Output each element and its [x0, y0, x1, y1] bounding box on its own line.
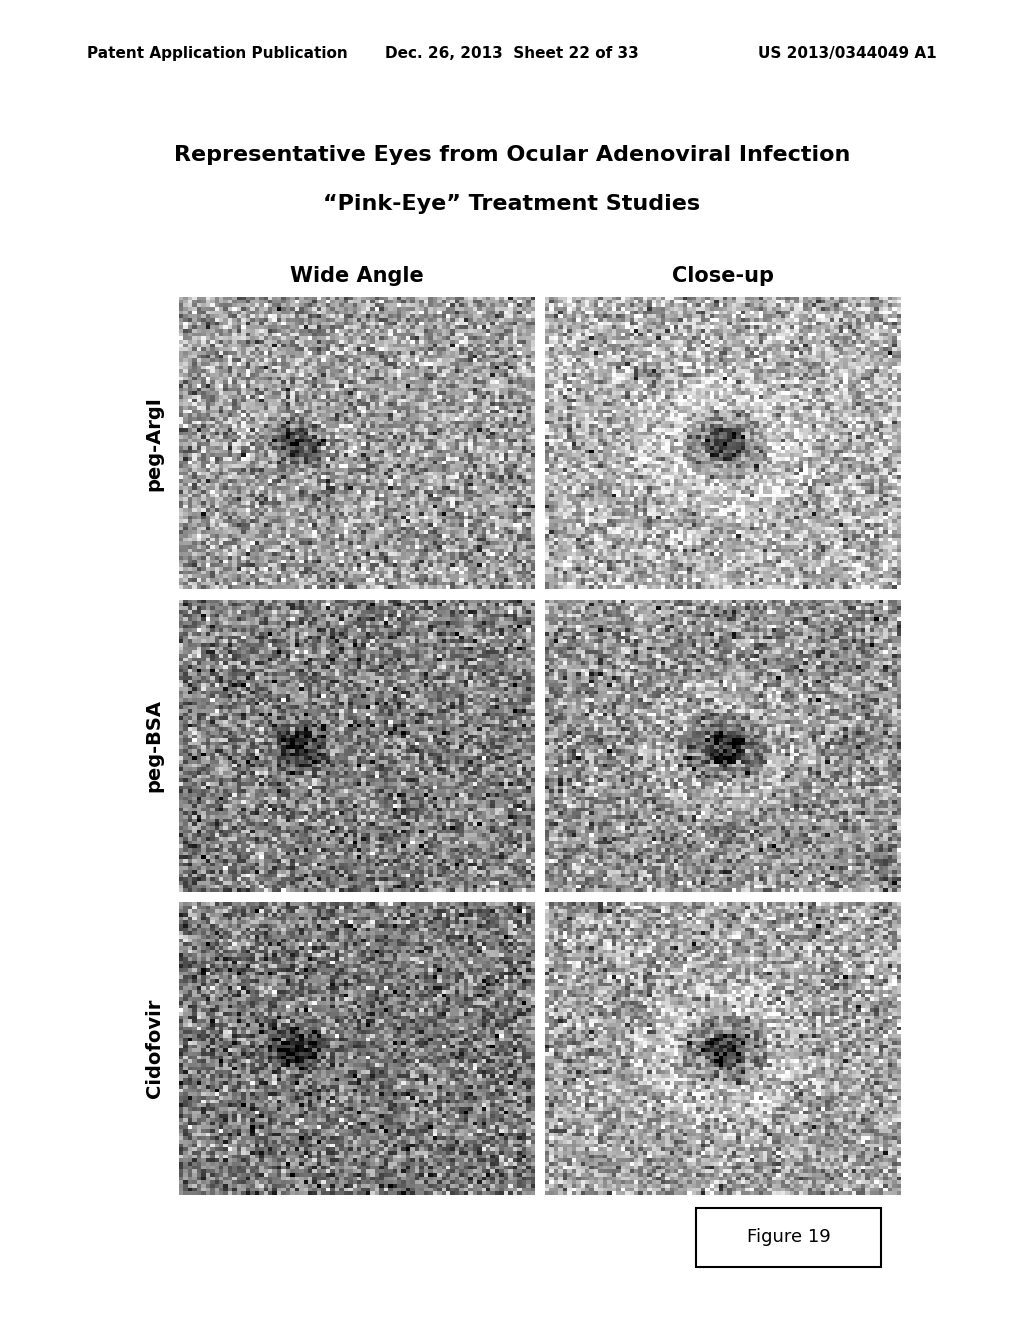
Text: US 2013/0344049 A1: US 2013/0344049 A1 [759, 46, 937, 61]
Text: Patent Application Publication: Patent Application Publication [87, 46, 348, 61]
Text: Representative Eyes from Ocular Adenoviral Infection: Representative Eyes from Ocular Adenovir… [174, 145, 850, 165]
Text: peg-ArgI: peg-ArgI [144, 396, 164, 491]
Text: Dec. 26, 2013  Sheet 22 of 33: Dec. 26, 2013 Sheet 22 of 33 [385, 46, 639, 61]
FancyBboxPatch shape [696, 1208, 881, 1267]
Text: Figure 19: Figure 19 [746, 1229, 830, 1246]
Text: Wide Angle: Wide Angle [290, 267, 424, 286]
Text: “Pink-Eye” Treatment Studies: “Pink-Eye” Treatment Studies [324, 194, 700, 214]
Text: Cidofovir: Cidofovir [144, 999, 164, 1098]
Text: peg-BSA: peg-BSA [144, 700, 164, 792]
Text: Close-up: Close-up [672, 267, 774, 286]
